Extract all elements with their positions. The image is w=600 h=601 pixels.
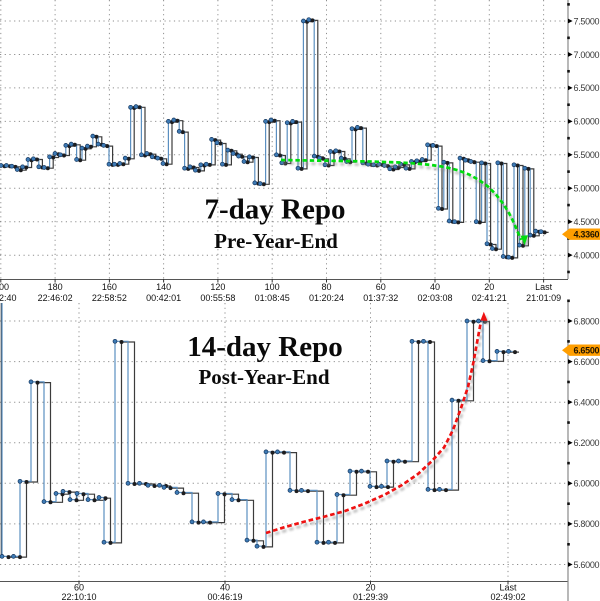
svg-text:40: 40 <box>430 282 440 292</box>
svg-text:01:20:24: 01:20:24 <box>309 293 344 303</box>
svg-text:Post-Year-End: Post-Year-End <box>198 365 329 389</box>
svg-text:01:08:45: 01:08:45 <box>255 293 290 303</box>
svg-text:6.6500: 6.6500 <box>574 346 600 356</box>
svg-text:5.8000: 5.8000 <box>574 519 600 529</box>
svg-text:6.0000: 6.0000 <box>574 117 600 127</box>
svg-text:02:49:02: 02:49:02 <box>490 592 525 601</box>
svg-text:160: 160 <box>102 282 117 292</box>
svg-text:00:55:58: 00:55:58 <box>200 293 235 303</box>
svg-text:180: 180 <box>48 282 63 292</box>
svg-text:80: 80 <box>321 282 331 292</box>
svg-text:02:03:08: 02:03:08 <box>417 293 452 303</box>
svg-text:40: 40 <box>220 583 230 593</box>
svg-text:00:42:01: 00:42:01 <box>146 293 181 303</box>
svg-text:6.0000: 6.0000 <box>574 479 600 489</box>
svg-text:Last: Last <box>535 282 553 292</box>
svg-text:01:37:32: 01:37:32 <box>363 293 398 303</box>
svg-text:7-day Repo: 7-day Repo <box>205 194 346 226</box>
svg-text:6.5000: 6.5000 <box>574 83 600 93</box>
svg-text:22:58:52: 22:58:52 <box>92 293 127 303</box>
svg-text:22:46:02: 22:46:02 <box>38 293 73 303</box>
svg-text:20: 20 <box>365 583 375 593</box>
svg-text:5.0000: 5.0000 <box>574 184 600 194</box>
svg-text:02:41:21: 02:41:21 <box>472 293 507 303</box>
svg-text:6.8000: 6.8000 <box>574 316 600 326</box>
svg-text:22:10:10: 22:10:10 <box>61 592 96 601</box>
svg-text:5.5000: 5.5000 <box>574 150 600 160</box>
svg-text:4.3360: 4.3360 <box>574 230 600 240</box>
svg-text:21:01:09: 21:01:09 <box>526 293 561 303</box>
svg-text:60: 60 <box>376 282 386 292</box>
svg-text:60: 60 <box>74 583 84 593</box>
svg-text:120: 120 <box>210 282 225 292</box>
svg-text:6.6000: 6.6000 <box>574 357 600 367</box>
svg-text:2:40: 2:40 <box>0 293 17 303</box>
svg-text:5.6000: 5.6000 <box>574 560 600 570</box>
svg-text:6.4000: 6.4000 <box>574 397 600 407</box>
svg-text:4.0000: 4.0000 <box>574 250 600 260</box>
svg-text:Pre-Year-End: Pre-Year-End <box>214 229 338 253</box>
svg-text:00: 00 <box>0 282 9 292</box>
svg-text:01:29:39: 01:29:39 <box>353 592 388 601</box>
svg-text:14-day Repo: 14-day Repo <box>187 331 342 363</box>
svg-text:00:46:19: 00:46:19 <box>207 592 242 601</box>
svg-text:7.5000: 7.5000 <box>574 16 600 26</box>
svg-text:7.0000: 7.0000 <box>574 50 600 60</box>
svg-text:Last: Last <box>499 583 517 593</box>
svg-text:4.5000: 4.5000 <box>574 217 600 227</box>
svg-text:140: 140 <box>156 282 171 292</box>
svg-text:20: 20 <box>484 282 494 292</box>
svg-text:100: 100 <box>265 282 280 292</box>
svg-text:6.2000: 6.2000 <box>574 438 600 448</box>
